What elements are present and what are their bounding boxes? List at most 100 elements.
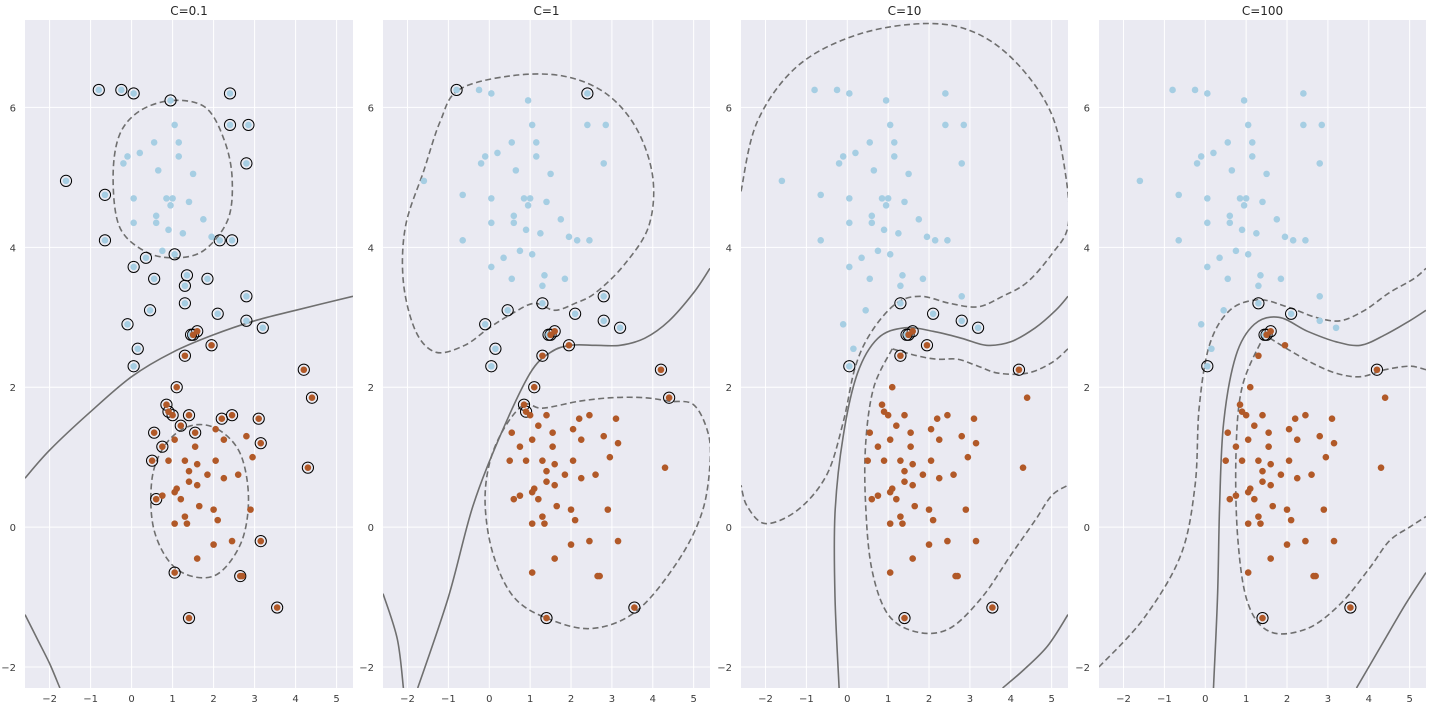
point-class-0 [1244,121,1252,129]
point-class-1 [950,471,957,478]
y-tick-label: 6 [1084,103,1090,114]
point-class-1 [185,467,193,475]
support-vector [182,611,196,625]
point-class-1 [177,495,185,503]
point-class-0 [1175,191,1183,199]
support-vector [98,188,112,201]
support-vector [187,328,200,341]
point-class-1 [549,429,556,436]
support-vector [170,381,183,394]
point-class-0 [459,191,467,199]
point-class-0 [600,317,608,325]
point-class-0 [130,219,137,227]
point-class-0 [778,177,786,185]
support-vector [174,419,187,432]
x-tick-label: 3 [251,694,257,705]
point-class-0 [882,202,890,209]
point-class-1 [173,383,180,391]
point-class-0 [226,121,234,129]
point-class-1 [901,478,908,485]
subplot-title: C=0.1 [170,4,208,18]
point-class-0 [846,195,853,202]
point-class-0 [1253,230,1260,237]
support-vector [540,611,553,625]
support-vector [450,83,463,97]
support-vector [297,363,310,376]
point-class-1 [886,569,894,576]
y-tick-label: 0 [10,523,16,534]
point-class-0 [216,237,224,244]
support-vector [164,94,177,107]
point-class-1 [1265,443,1272,450]
point-class-1 [193,460,201,468]
point-class-0 [571,310,579,318]
point-class-0 [1197,320,1205,328]
point-class-1 [569,457,577,464]
point-class-1 [929,516,937,524]
point-class-0 [1248,139,1256,146]
point-class-1 [551,460,558,468]
y-tick-label: 0 [726,523,732,534]
point-class-0 [526,195,534,202]
point-class-0 [1224,139,1232,146]
point-class-0 [944,237,951,244]
point-class-1 [1281,341,1289,349]
point-class-1 [909,555,916,562]
x-tick-label: 2 [926,694,932,705]
point-class-0 [817,237,825,244]
x-tick-label: −1 [799,694,814,705]
support-vector [148,426,161,439]
point-class-1 [905,331,912,339]
point-class-1 [171,569,178,576]
point-class-1 [665,394,673,402]
subplot-4: −2 −1 0 1 2 3 4 5 −2 0 2 4 6 C=100 [1075,4,1426,705]
point-class-1 [193,555,201,562]
point-class-0 [152,219,160,227]
x-tick-label: 1 [1243,694,1249,705]
point-class-0 [846,219,853,227]
point-class-1 [1246,383,1254,391]
point-class-0 [870,167,878,174]
point-class-0 [185,198,193,206]
point-class-0 [1316,292,1324,300]
point-class-1 [234,471,242,478]
point-class-0 [862,306,869,314]
x-tick-label: 3 [1325,694,1331,705]
margin-line [891,348,1068,376]
point-class-1 [183,520,191,527]
support-vector [225,234,239,247]
point-class-1 [1267,460,1274,468]
point-class-0 [586,237,593,244]
point-class-0 [214,310,221,318]
decision-boundary [25,614,61,688]
support-vector [597,314,610,327]
point-class-0 [1210,149,1217,157]
point-class-0 [95,86,103,94]
point-class-0 [602,121,610,129]
support-vector [544,328,557,341]
point-class-1 [508,429,516,436]
point-class-1 [1015,366,1023,374]
point-class-1 [553,502,561,510]
support-vector [215,412,228,425]
point-class-0 [890,153,898,160]
point-class-0 [616,324,624,332]
point-class-0 [1204,362,1211,370]
point-class-0 [1228,167,1236,174]
point-class-0 [1263,170,1270,178]
y-tick-label: 6 [10,103,16,114]
support-vector [479,318,492,331]
point-class-0 [243,292,250,300]
support-vector [894,297,907,310]
point-class-1 [528,569,536,576]
x-tick-label: 0 [1202,694,1208,705]
point-class-1 [565,341,573,349]
point-class-1 [516,443,524,450]
support-vector [240,314,253,327]
point-class-1 [191,429,199,436]
support-vector [166,409,179,422]
point-class-0 [1259,198,1266,206]
point-class-0 [1193,160,1201,167]
point-class-1 [510,495,518,503]
